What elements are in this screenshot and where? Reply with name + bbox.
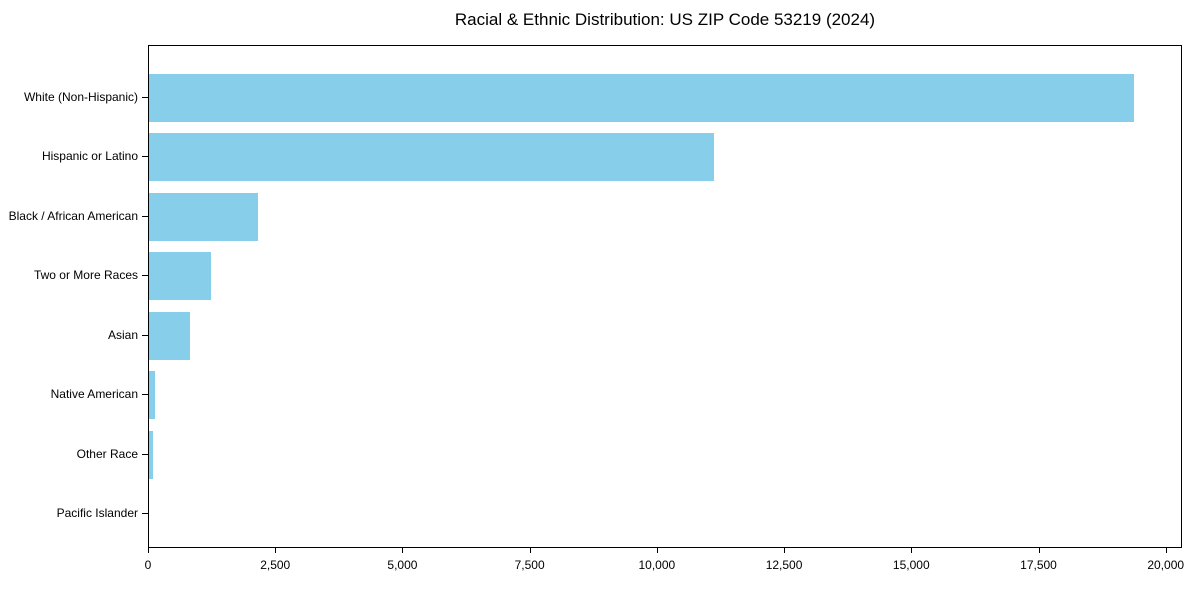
x-tick-mark — [529, 548, 531, 553]
x-tick-mark — [656, 548, 658, 553]
x-tick-mark — [911, 548, 913, 553]
x-tick-label: 20,000 — [1147, 558, 1185, 572]
y-tick-mark — [142, 334, 148, 336]
y-tick-label: Hispanic or Latino — [41, 149, 138, 164]
x-tick-mark — [1165, 548, 1167, 553]
y-tick-mark — [142, 275, 148, 277]
bar-white-non-hispanic — [149, 74, 1134, 122]
x-tick-label: 17,500 — [1020, 558, 1057, 572]
y-tick-label: Other Race — [76, 446, 138, 461]
x-tick-label: 10,000 — [638, 558, 676, 572]
chart-title: Racial & Ethnic Distribution: US ZIP Cod… — [454, 10, 876, 29]
x-tick-mark — [275, 548, 277, 553]
x-tick-label: 5,000 — [387, 558, 418, 572]
x-tick-label: 12,500 — [765, 558, 803, 572]
x-tick-label: 0 — [144, 558, 152, 572]
x-tick-mark — [784, 548, 786, 553]
x-tick-label: 7,500 — [514, 558, 545, 572]
bar-hispanic-or-latino — [149, 133, 714, 182]
y-tick-mark — [142, 513, 148, 514]
y-tick-mark — [142, 394, 148, 396]
bar-asian — [149, 311, 191, 360]
bar-native-american — [149, 371, 156, 420]
plot-area — [148, 45, 1182, 548]
x-tick-mark — [148, 548, 149, 553]
x-tick-label: 15,000 — [892, 558, 930, 572]
bar-black-african-american — [149, 192, 258, 241]
y-tick-label: Black / African American — [8, 208, 138, 223]
bar-other-race — [149, 430, 154, 479]
y-tick-mark — [142, 453, 148, 455]
x-tick-label: 2,500 — [260, 558, 291, 572]
y-tick-label: Pacific Islander — [56, 506, 138, 520]
bar-two-or-more-races — [149, 252, 212, 301]
y-tick-mark — [142, 97, 148, 98]
y-tick-label: Asian — [107, 327, 138, 342]
x-tick-mark — [1038, 548, 1040, 553]
y-tick-label: Two or More Races — [33, 268, 138, 283]
y-tick-mark — [142, 215, 148, 217]
y-tick-mark — [142, 156, 148, 158]
y-tick-label: White (Non-Hispanic) — [23, 90, 138, 104]
y-tick-label: Native American — [50, 387, 138, 402]
x-tick-mark — [402, 548, 404, 553]
